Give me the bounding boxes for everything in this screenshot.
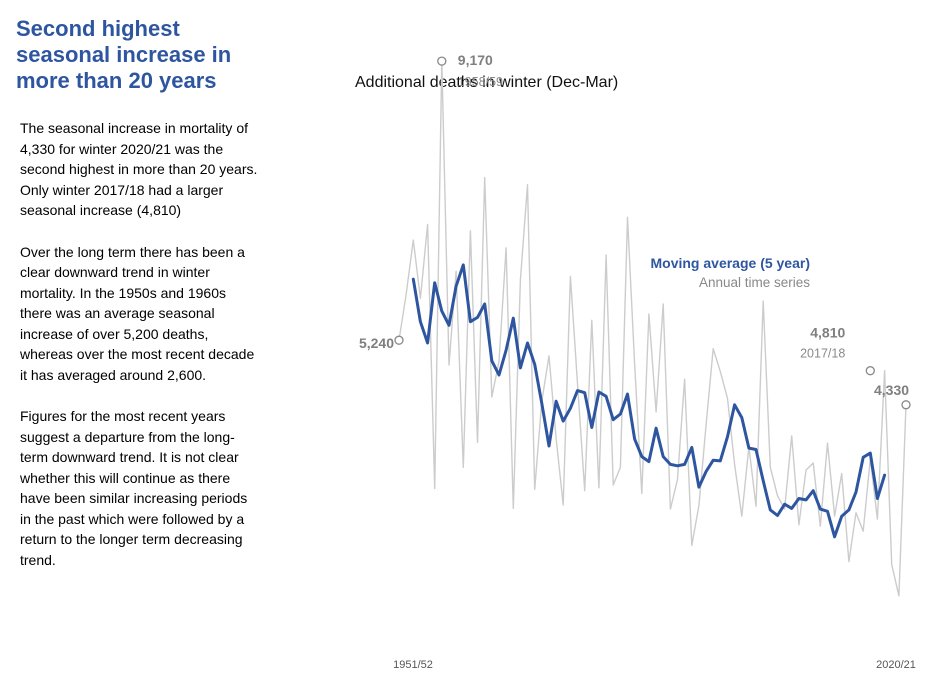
paragraph-3: Figures for the most recent years sugges… [20, 408, 248, 568]
headline: Second highest seasonal increase in more… [16, 16, 232, 93]
legend-moving-average: Moving average (5 year) [650, 255, 810, 271]
annotation-value: 9,170 [458, 52, 493, 68]
chart-title: Additional deaths in winter (Dec-Mar) [355, 74, 619, 91]
moving-average-line [411, 263, 887, 539]
annotation-value: 5,240 [359, 335, 394, 351]
annotation-marker [437, 56, 447, 66]
annual-series-line [398, 60, 907, 597]
legend-annual-series: Annual time series [699, 275, 810, 290]
annotation-value: 4,810 [810, 325, 845, 341]
body-text: The seasonal increase in mortality of 4,… [20, 118, 260, 591]
legend: Moving average (5 year) Annual time seri… [650, 255, 810, 290]
annotation-season: 1958/59 [458, 75, 503, 89]
series-layer [398, 60, 907, 597]
x-label-last: 2020/21 [876, 659, 916, 671]
annotation-season: 2017/18 [800, 347, 845, 361]
annotation-marker [865, 366, 875, 376]
annotation-value: 4,330 [874, 382, 909, 398]
annotation-marker [901, 400, 911, 410]
annotation-layer: 9,170 1958/59 5,240 4,810 2017/18 4,330 [359, 52, 911, 410]
paragraph-2: Over the long term there has been a clea… [20, 243, 255, 383]
x-label-first: 1951/52 [393, 659, 433, 671]
paragraph-1: The seasonal increase in mortality of 4,… [20, 120, 258, 218]
annotation-marker [394, 335, 404, 345]
